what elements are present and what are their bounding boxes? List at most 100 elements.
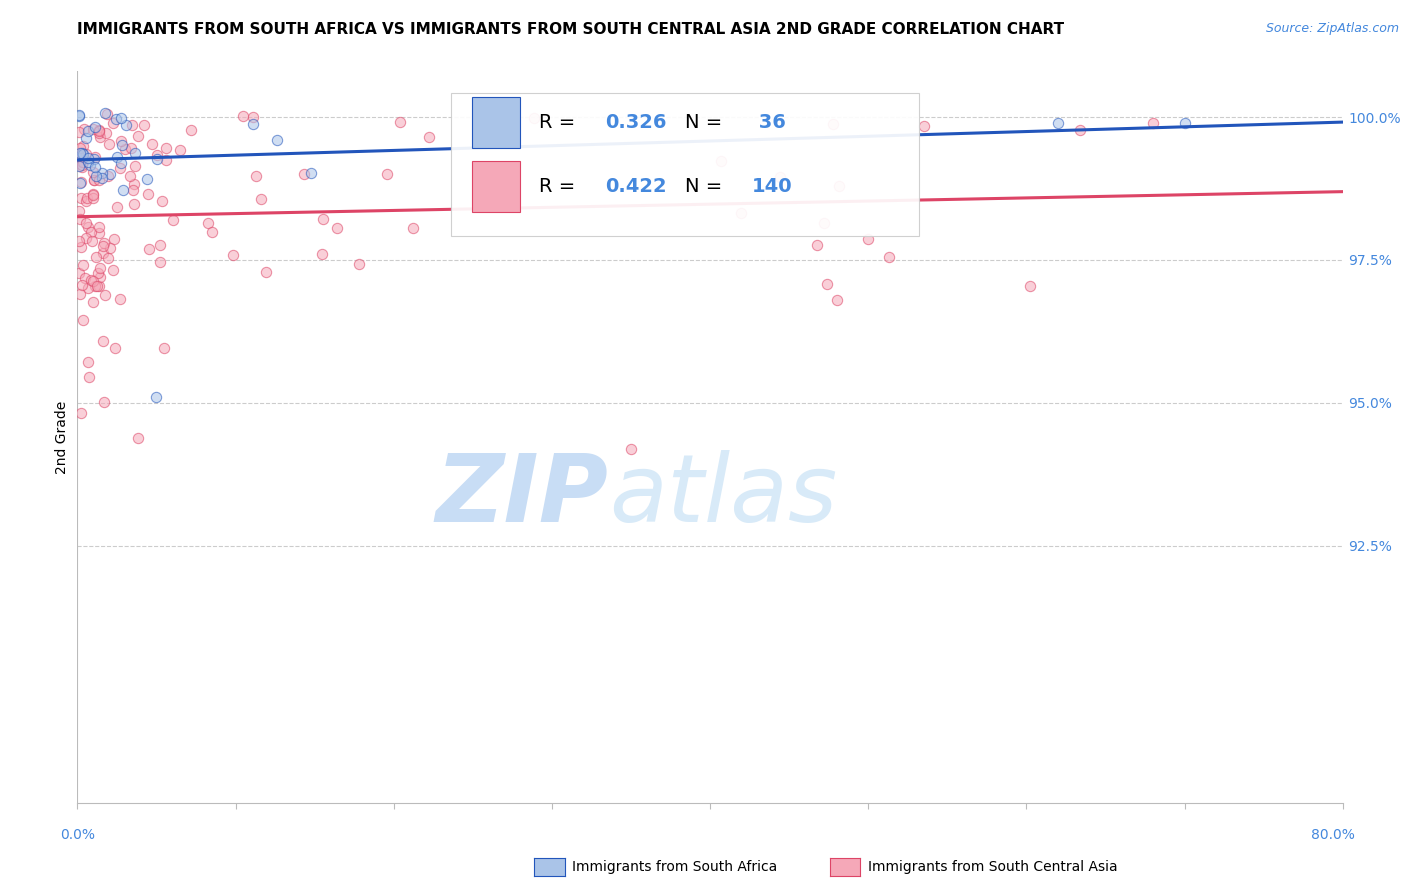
Point: [72, 312, 94, 326]
Point: [91, 238, 114, 252]
Point: [72, 139, 94, 153]
Point: [91, 166, 114, 180]
FancyBboxPatch shape: [472, 161, 520, 212]
Point: [232, 109, 254, 123]
Point: [67, 147, 90, 161]
Point: [149, 255, 172, 269]
Point: [69, 287, 91, 301]
Point: [87, 124, 110, 138]
Text: Source: ZipAtlas.com: Source: ZipAtlas.com: [1265, 22, 1399, 36]
Point: [101, 115, 124, 129]
Point: [150, 194, 173, 209]
Point: [111, 138, 134, 153]
Point: [292, 167, 315, 181]
Point: [87, 173, 110, 187]
Point: [77, 281, 100, 295]
FancyBboxPatch shape: [451, 94, 920, 235]
Point: [69, 146, 91, 161]
Point: [124, 145, 146, 160]
Point: [245, 169, 267, 184]
Point: [93, 395, 115, 409]
Point: [73, 121, 96, 136]
Point: [201, 225, 224, 239]
Point: [69, 141, 91, 155]
Text: 0.326: 0.326: [605, 113, 666, 132]
Point: [67, 109, 90, 123]
Point: [83, 120, 105, 135]
FancyBboxPatch shape: [472, 97, 520, 148]
Point: [75, 215, 97, 229]
Point: [98, 241, 121, 255]
Point: [122, 177, 145, 191]
Point: [97, 136, 120, 151]
Point: [146, 147, 169, 161]
Point: [769, 169, 792, 184]
Point: [82, 187, 104, 202]
Text: ZIP: ZIP: [436, 450, 609, 541]
Point: [375, 167, 398, 181]
Point: [1142, 116, 1164, 130]
Point: [105, 150, 128, 164]
Point: [402, 221, 425, 235]
Point: [70, 191, 93, 205]
Point: [80, 235, 103, 249]
Text: R =: R =: [540, 113, 582, 132]
Point: [89, 278, 111, 293]
Point: [121, 183, 143, 197]
Point: [79, 370, 101, 384]
Point: [77, 354, 100, 368]
Point: [108, 292, 131, 306]
Point: [912, 120, 935, 134]
Point: [155, 141, 177, 155]
Point: [856, 232, 879, 246]
Point: [87, 122, 110, 136]
Point: [806, 238, 828, 252]
Point: [72, 258, 94, 272]
Point: [80, 272, 103, 286]
Point: [112, 183, 135, 197]
Point: [249, 193, 271, 207]
Point: [82, 164, 104, 178]
Point: [82, 122, 104, 136]
Point: [89, 261, 111, 276]
Point: [1047, 116, 1070, 130]
Point: [105, 112, 128, 127]
Text: 140: 140: [752, 177, 793, 196]
Point: [479, 112, 502, 127]
Point: [108, 161, 131, 176]
Point: [242, 117, 264, 131]
Point: [311, 211, 333, 226]
Point: [1018, 278, 1040, 293]
Text: 0.422: 0.422: [605, 177, 666, 196]
Point: [114, 142, 136, 156]
Point: [82, 274, 104, 288]
Point: [80, 225, 103, 239]
Point: [110, 155, 132, 169]
Text: atlas: atlas: [609, 450, 837, 541]
Point: [70, 240, 93, 254]
Point: [180, 122, 202, 136]
Point: [84, 279, 107, 293]
Point: [103, 232, 125, 246]
Point: [94, 126, 117, 140]
Point: [76, 155, 98, 169]
Point: [254, 265, 277, 279]
Point: [299, 166, 322, 180]
Point: [197, 216, 219, 230]
Point: [93, 235, 115, 250]
Text: R =: R =: [540, 177, 582, 196]
Point: [83, 172, 105, 186]
Point: [82, 191, 104, 205]
Point: [101, 262, 124, 277]
Point: [70, 158, 93, 172]
Point: [326, 221, 349, 235]
Point: [153, 342, 176, 356]
Point: [242, 110, 264, 124]
Point: [67, 125, 90, 139]
Point: [523, 111, 546, 125]
Point: [67, 266, 90, 280]
Point: [84, 250, 107, 264]
Y-axis label: 2nd Grade: 2nd Grade: [55, 401, 69, 474]
Point: [75, 147, 97, 161]
Point: [349, 257, 371, 271]
